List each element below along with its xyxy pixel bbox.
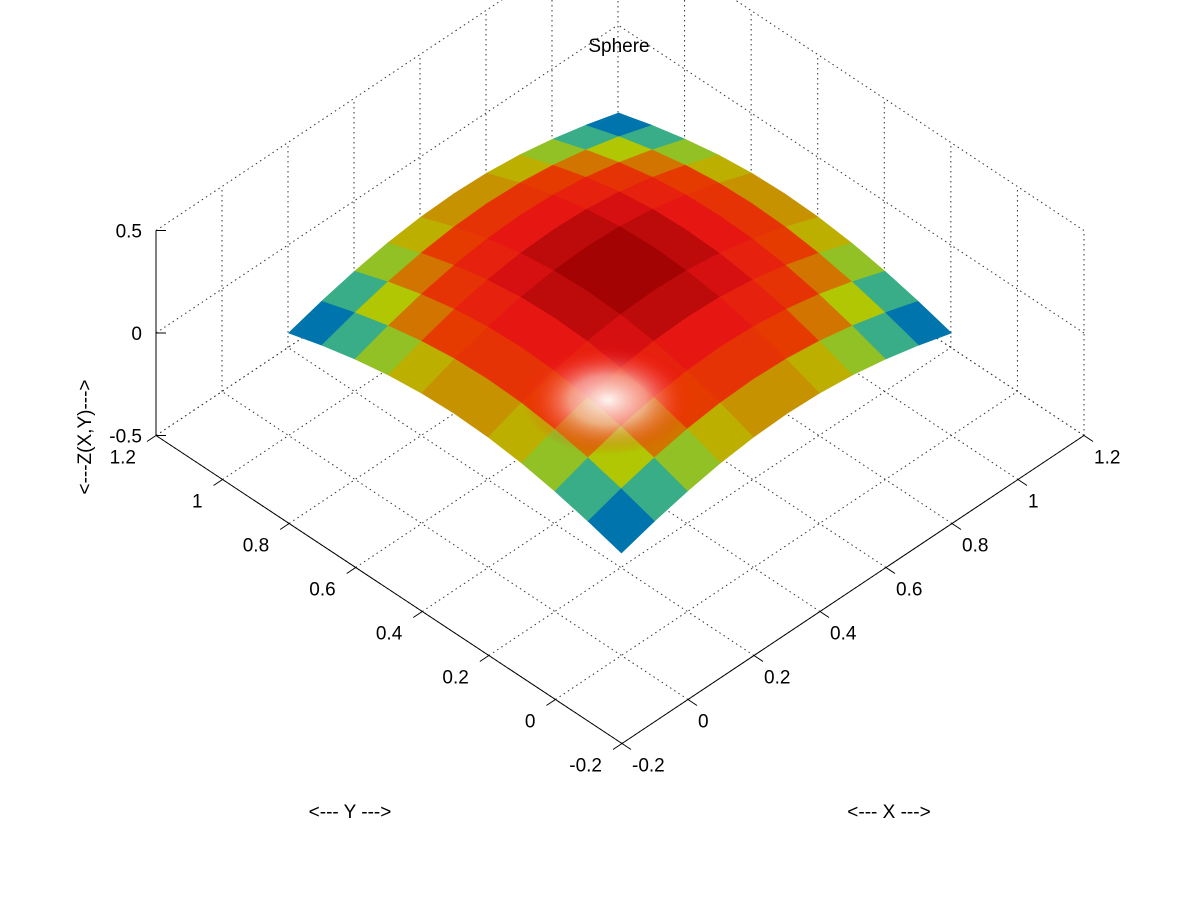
y-tick-mark xyxy=(346,567,356,574)
z-tick-label: 0.5 xyxy=(116,222,142,243)
chart-title: Sphere xyxy=(588,36,649,57)
grid-floor-x xyxy=(287,347,755,656)
x-tick-label: 0.4 xyxy=(830,624,857,645)
surface xyxy=(288,112,952,554)
tick-labels: -0.2 0 0.2 0.4 0.6 0.8 1 1.2 -0.2 0 0.2 0.4 0.6 0.8 1 1… xyxy=(109,222,1120,777)
y-tick-mark xyxy=(612,743,623,750)
x-tick-mark xyxy=(753,655,764,662)
y-tick-label: -0.2 xyxy=(569,756,602,777)
y-tick-mark xyxy=(479,655,490,662)
x-axis-line xyxy=(621,435,1085,744)
x-tick-label: 1.2 xyxy=(1094,448,1120,469)
grid-wall-z xyxy=(617,24,1085,334)
x-tick-mark xyxy=(885,567,896,574)
x-tick-label: 0.6 xyxy=(896,580,922,601)
y-tick-mark xyxy=(413,611,423,618)
x-tick-mark xyxy=(951,523,962,530)
y-tick-label: 0 xyxy=(525,712,536,733)
y-tick-label: 0.2 xyxy=(442,668,468,689)
y-tick-mark xyxy=(546,699,556,706)
x-tick-mark xyxy=(621,743,632,750)
x-tick-mark xyxy=(819,611,830,618)
x-tick-mark xyxy=(1017,479,1028,486)
y-tick-label: 1 xyxy=(192,492,203,513)
y-tick-mark xyxy=(279,523,290,530)
x-tick-label: 1 xyxy=(1028,492,1039,513)
y-tick-label: 0.6 xyxy=(309,580,335,601)
surface-patch xyxy=(587,488,655,554)
y-tick-mark xyxy=(213,479,223,486)
surface-highlight xyxy=(523,345,693,455)
grid-floor-x xyxy=(221,391,689,700)
y-axis-line xyxy=(155,435,623,744)
z-axis-label: <---Z(X,Y)---> xyxy=(75,379,96,494)
z-tick-label: -0.5 xyxy=(109,427,142,448)
x-tick-mark xyxy=(687,699,698,706)
x-tick-label: 0.8 xyxy=(962,536,988,557)
z-tick-label: 0 xyxy=(131,324,142,345)
y-tick-label: 1.2 xyxy=(110,448,136,469)
y-tick-mark xyxy=(146,435,157,442)
y-tick-label: 0.4 xyxy=(376,624,403,645)
x-tick-label: 0.2 xyxy=(764,668,790,689)
x-tick-label: -0.2 xyxy=(632,756,665,777)
y-axis-label: <--- Y ---> xyxy=(309,802,392,823)
x-tick-label: 0 xyxy=(698,712,709,733)
x-tick-mark xyxy=(1083,435,1094,442)
y-tick-label: 0.8 xyxy=(243,536,269,557)
x-axis-label: <--- X ---> xyxy=(847,802,930,823)
